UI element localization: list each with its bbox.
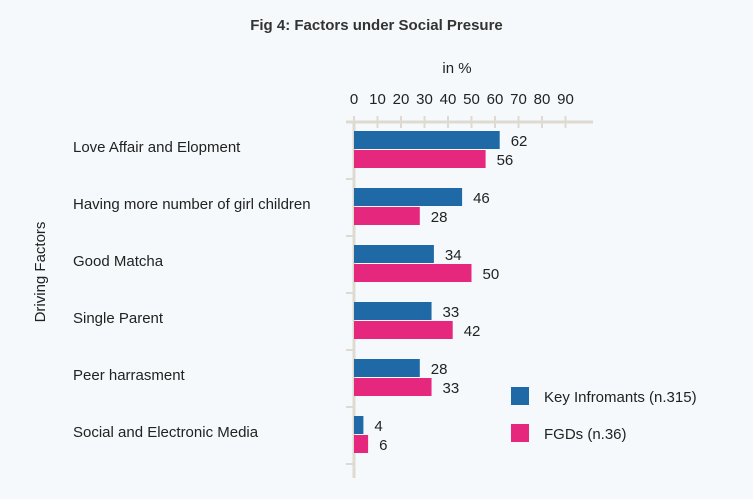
x-tick-label: 0 bbox=[350, 91, 358, 108]
data-label-key-informants: 4 bbox=[374, 418, 382, 435]
legend-swatch bbox=[511, 387, 529, 405]
bar-fgds bbox=[354, 264, 472, 282]
bar-key-informants bbox=[354, 359, 420, 377]
bar-fgds bbox=[354, 321, 453, 339]
category-label: Peer harrasment bbox=[73, 367, 186, 384]
x-tick-label: 50 bbox=[463, 91, 480, 108]
category-label: Having more number of girl children bbox=[73, 196, 311, 213]
bar-key-informants bbox=[354, 131, 500, 149]
category-label: Good Matcha bbox=[73, 253, 164, 270]
data-label-fgds: 28 bbox=[431, 209, 448, 226]
bar-fgds bbox=[354, 207, 420, 225]
category-label: Social and Electronic Media bbox=[73, 424, 259, 441]
data-label-key-informants: 28 bbox=[431, 361, 448, 378]
data-label-key-informants: 34 bbox=[445, 247, 462, 264]
bar-key-informants bbox=[354, 302, 432, 320]
x-tick-label: 10 bbox=[369, 91, 386, 108]
chart-title: Fig 4: Factors under Social Presure bbox=[250, 17, 503, 34]
data-label-key-informants: 46 bbox=[473, 190, 490, 207]
bar-fgds bbox=[354, 435, 369, 453]
category-label: Love Affair and Elopment bbox=[73, 139, 241, 156]
legend-label: Key Infromants (n.315) bbox=[544, 389, 697, 406]
data-label-fgds: 42 bbox=[464, 323, 481, 340]
bar-fgds bbox=[354, 150, 486, 168]
data-label-fgds: 50 bbox=[483, 266, 500, 283]
y-axis-label: Driving Factors bbox=[32, 222, 49, 323]
x-tick-label: 20 bbox=[393, 91, 410, 108]
legend-label: FGDs (n.36) bbox=[544, 426, 627, 443]
x-tick-label: 30 bbox=[416, 91, 433, 108]
x-tick-label: 90 bbox=[557, 91, 574, 108]
data-label-key-informants: 33 bbox=[443, 304, 460, 321]
x-tick-label: 40 bbox=[440, 91, 457, 108]
x-tick-label: 60 bbox=[487, 91, 504, 108]
data-label-fgds: 6 bbox=[379, 437, 387, 454]
bar-key-informants bbox=[354, 245, 434, 263]
bar-key-informants bbox=[354, 416, 364, 434]
x-tick-label: 80 bbox=[534, 91, 551, 108]
data-label-key-informants: 62 bbox=[511, 133, 528, 150]
data-label-fgds: 33 bbox=[443, 380, 460, 397]
bar-key-informants bbox=[354, 188, 463, 206]
legend-swatch bbox=[511, 424, 529, 442]
data-label-fgds: 56 bbox=[497, 152, 514, 169]
x-axis-label: in % bbox=[442, 60, 471, 77]
bar-fgds bbox=[354, 378, 432, 396]
x-tick-label: 70 bbox=[510, 91, 527, 108]
category-label: Single Parent bbox=[73, 310, 164, 327]
